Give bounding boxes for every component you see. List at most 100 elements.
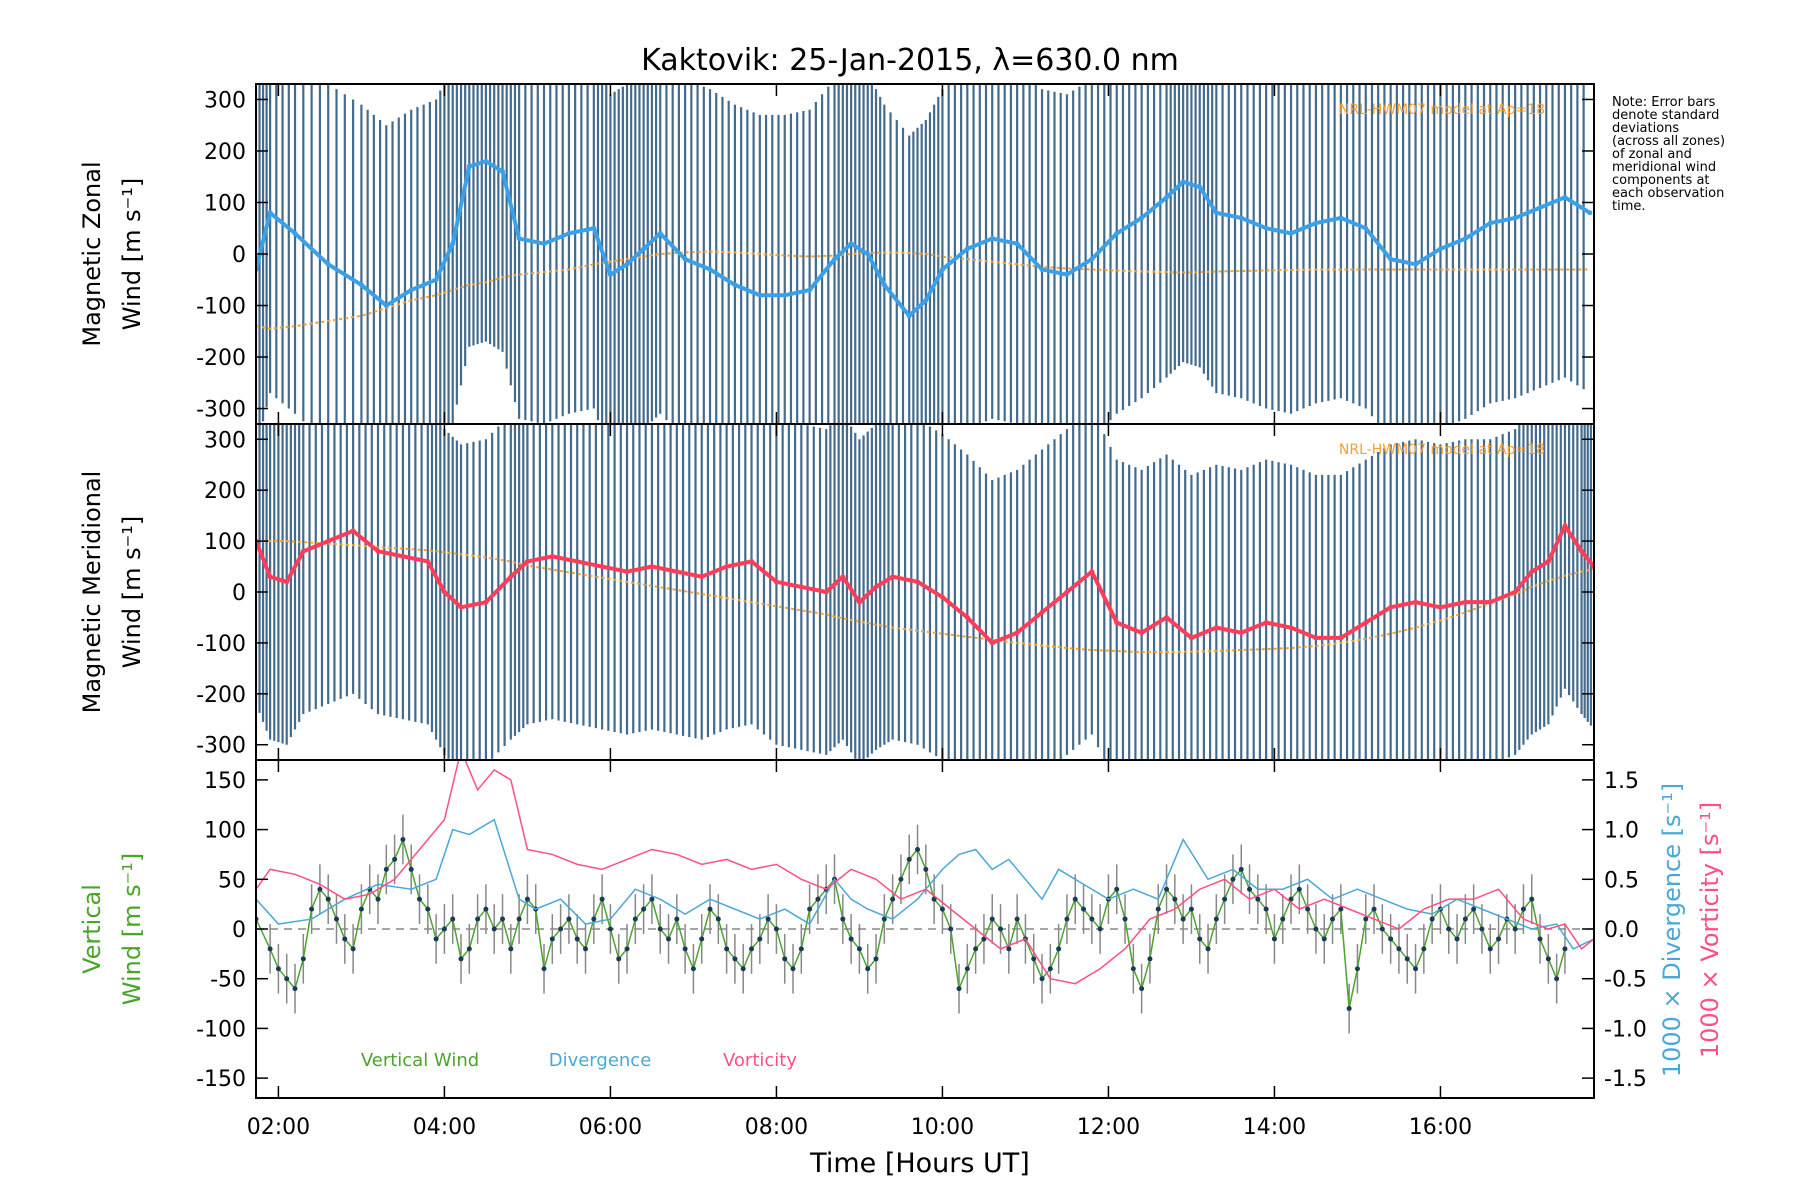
- data-point: [1222, 896, 1228, 902]
- right-axis-label-vorticity: 1000 × Vorticity [s⁻¹]: [1696, 802, 1724, 1058]
- data-point: [1313, 926, 1319, 932]
- plot-area-vertical: [256, 0, 1594, 1034]
- data-point: [1396, 946, 1402, 952]
- data-point: [1545, 558, 1551, 564]
- data-point: [873, 584, 879, 590]
- data-point: [1487, 946, 1493, 952]
- data-point: [524, 896, 530, 902]
- right-tick-label: 0.0: [1604, 918, 1639, 943]
- data-point: [1520, 906, 1526, 912]
- data-point: [483, 906, 489, 912]
- data-point: [1537, 936, 1543, 942]
- data-point: [890, 896, 896, 902]
- data-point: [558, 926, 564, 932]
- data-point: [574, 558, 580, 564]
- data-point: [309, 906, 315, 912]
- right-tick-label: 0.5: [1604, 868, 1639, 893]
- y-tick-label: -50: [210, 968, 246, 993]
- data-point: [1238, 866, 1244, 872]
- data-point: [392, 856, 398, 862]
- data-point: [375, 548, 381, 554]
- data-point: [1571, 0, 1576, 3]
- y-tick-label: -300: [196, 734, 246, 759]
- data-point: [1413, 599, 1419, 605]
- data-point: [524, 558, 530, 564]
- data-point: [1529, 896, 1535, 902]
- data-point: [989, 916, 995, 922]
- data-point: [1338, 635, 1344, 641]
- data-point: [856, 599, 862, 605]
- data-point: [1072, 896, 1078, 902]
- data-point: [342, 936, 348, 942]
- y-tick-label: 0: [232, 243, 246, 268]
- data-point: [1139, 986, 1145, 992]
- data-point: [641, 246, 647, 252]
- y-axis-label-units: Wind [m s⁻¹]: [118, 516, 146, 668]
- data-point: [1587, 0, 1592, 3]
- data-point: [1321, 936, 1327, 942]
- y-axis-label: Magnetic Meridional: [78, 471, 106, 714]
- x-tick-label: 02:00: [247, 1115, 310, 1140]
- data-point: [599, 896, 605, 902]
- data-point: [1330, 916, 1336, 922]
- data-point: [1197, 184, 1203, 190]
- data-point: [707, 906, 713, 912]
- data-point: [740, 966, 746, 972]
- data-point: [1363, 620, 1369, 626]
- data-point: [1512, 926, 1518, 932]
- data-point: [1213, 625, 1219, 631]
- data-point: [1031, 956, 1037, 962]
- right-tick-label: 1.5: [1604, 769, 1639, 794]
- data-point: [1263, 620, 1269, 626]
- data-point: [1039, 266, 1045, 272]
- data-point: [466, 163, 472, 169]
- data-point: [1147, 956, 1153, 962]
- data-point: [1413, 261, 1419, 267]
- data-point: [458, 956, 464, 962]
- x-tick-label: 16:00: [1409, 1115, 1472, 1140]
- x-tick-label: 10:00: [911, 1115, 974, 1140]
- data-point: [682, 256, 688, 262]
- data-point: [400, 837, 406, 843]
- data-point: [782, 292, 788, 298]
- data-point: [939, 594, 945, 600]
- legend-item: Vorticity: [723, 1050, 797, 1071]
- data-point: [1338, 215, 1344, 221]
- data-point: [1213, 916, 1219, 922]
- data-point: [1097, 926, 1103, 932]
- data-point: [383, 866, 389, 872]
- data-point: [417, 896, 423, 902]
- data-point: [1379, 926, 1385, 932]
- y-tick-label: 300: [204, 88, 246, 113]
- data-point: [1363, 916, 1369, 922]
- data-point: [1446, 926, 1452, 932]
- data-point: [1388, 256, 1394, 262]
- data-point: [1421, 946, 1427, 952]
- data-point: [939, 266, 945, 272]
- data-point: [549, 936, 555, 942]
- data-point: [1139, 215, 1145, 221]
- zonal-wind-line: [256, 159, 1591, 319]
- data-point: [690, 966, 696, 972]
- data-point: [1006, 946, 1012, 952]
- data-point: [1114, 230, 1120, 236]
- data-point: [823, 589, 829, 595]
- data-point: [1471, 906, 1477, 912]
- data-point: [1064, 916, 1070, 922]
- data-point: [458, 604, 464, 610]
- data-point: [1180, 179, 1186, 185]
- data-point: [881, 282, 887, 288]
- data-point: [724, 946, 730, 952]
- data-point: [1197, 936, 1203, 942]
- right-tick-label: 1.0: [1604, 819, 1639, 844]
- data-point: [358, 282, 364, 288]
- data-point: [632, 916, 638, 922]
- data-point: [1313, 635, 1319, 641]
- plot-area-meridional: [256, 424, 1594, 760]
- data-point: [1047, 966, 1053, 972]
- data-point: [1014, 916, 1020, 922]
- data-point: [275, 966, 281, 972]
- data-point: [948, 926, 954, 932]
- data-point: [790, 966, 796, 972]
- data-point: [715, 916, 721, 922]
